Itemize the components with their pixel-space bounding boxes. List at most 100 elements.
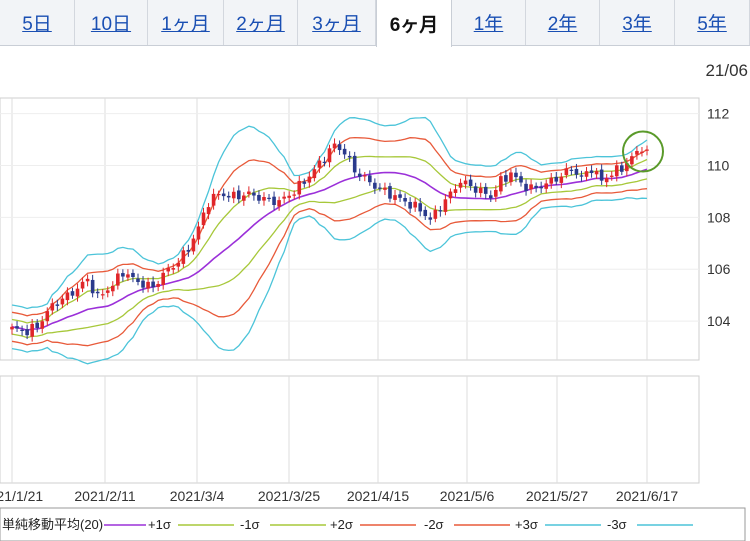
tab-10[interactable]: 5年 xyxy=(675,0,750,45)
candle xyxy=(110,281,115,297)
candle-body xyxy=(60,298,65,305)
candle xyxy=(337,140,342,155)
legend-label: +3σ xyxy=(515,517,538,532)
candle xyxy=(20,325,24,336)
minus-3-sigma-line xyxy=(11,197,648,365)
candle xyxy=(463,176,468,189)
candle-body xyxy=(458,182,463,188)
candle xyxy=(146,277,150,293)
candle xyxy=(75,283,80,302)
legend-label: 単純移動平均(20) xyxy=(2,517,103,532)
legend-label: -1σ xyxy=(240,517,260,532)
legend-label: -2σ xyxy=(424,517,444,532)
x-tick-label: 2021/2/11 xyxy=(74,488,135,504)
candle xyxy=(312,165,317,182)
candle xyxy=(65,287,70,306)
candle-body xyxy=(65,292,70,301)
candle-body xyxy=(509,172,513,183)
tab-8[interactable]: 2年 xyxy=(526,0,600,45)
candle xyxy=(609,171,614,181)
candle xyxy=(569,166,574,176)
candle xyxy=(584,167,589,182)
candle-body xyxy=(539,186,543,189)
minus-2-sigma-line xyxy=(11,188,648,347)
candle xyxy=(181,246,186,268)
tab-7[interactable]: 1年 xyxy=(452,0,526,45)
candle-body xyxy=(604,178,609,183)
candle xyxy=(171,263,176,274)
candle-body xyxy=(554,176,559,182)
candle xyxy=(499,172,503,195)
candle xyxy=(216,190,221,200)
candle-body xyxy=(70,291,75,296)
candle-body xyxy=(15,326,19,329)
tab-4[interactable]: 2ヶ月 xyxy=(224,0,298,45)
plus-3-sigma-line xyxy=(11,116,648,310)
candle-body xyxy=(403,197,407,202)
candle xyxy=(156,280,160,292)
candle-body xyxy=(423,209,428,217)
candle-body xyxy=(357,173,362,177)
candle-body xyxy=(45,311,50,322)
candle xyxy=(231,187,236,204)
candle xyxy=(539,181,543,194)
x-tick-label: 2021/3/4 xyxy=(170,488,225,504)
candle xyxy=(599,164,604,185)
candle-body xyxy=(35,322,39,328)
candle-body xyxy=(645,149,649,151)
tab-6[interactable]: 6ヶ月 xyxy=(376,0,452,47)
candle xyxy=(625,157,629,177)
tab-2[interactable]: 10日 xyxy=(75,0,148,45)
candle-body xyxy=(40,321,45,329)
candle xyxy=(574,163,579,179)
candle-body xyxy=(368,175,372,183)
candle-body xyxy=(50,303,55,311)
candle xyxy=(579,170,584,182)
candle xyxy=(589,165,594,178)
candle-body xyxy=(126,274,130,278)
candle-body xyxy=(352,155,357,173)
candle-body xyxy=(307,176,312,183)
tab-5[interactable]: 3ヶ月 xyxy=(298,0,376,45)
candle xyxy=(368,170,372,186)
candle-body xyxy=(514,172,518,178)
candle-body xyxy=(171,268,176,270)
candle xyxy=(398,190,402,202)
candle xyxy=(282,191,286,204)
tab-3[interactable]: 1ヶ月 xyxy=(148,0,224,45)
candle-body xyxy=(247,191,251,195)
tab-1[interactable]: 5日 xyxy=(0,0,75,45)
candle xyxy=(453,184,458,197)
candle-body xyxy=(599,169,604,181)
candle-body xyxy=(473,186,478,193)
candle-body xyxy=(519,176,523,183)
candle-body xyxy=(191,238,196,252)
candle-body xyxy=(116,273,120,286)
candle-body xyxy=(151,281,155,288)
minus-1-sigma-line xyxy=(11,178,648,339)
tab-9[interactable]: 3年 xyxy=(600,0,675,45)
candle-body xyxy=(630,156,634,165)
candle-body xyxy=(297,180,302,195)
candle-body xyxy=(620,165,624,172)
candle xyxy=(262,192,266,206)
candle-body xyxy=(544,183,549,189)
candle-body xyxy=(131,272,135,277)
candle-body xyxy=(156,283,160,287)
candle xyxy=(418,198,423,217)
candle xyxy=(322,156,327,167)
candle-body xyxy=(110,285,115,292)
candle xyxy=(80,277,85,293)
x-tick-label: 2021/5/6 xyxy=(440,488,495,504)
candle xyxy=(257,190,261,204)
candle xyxy=(277,196,281,211)
candle-body xyxy=(141,280,145,288)
candle xyxy=(161,267,165,290)
candle-body xyxy=(373,182,377,189)
y-tick-label: 110 xyxy=(707,157,730,173)
candle-body xyxy=(317,160,322,168)
candle xyxy=(458,178,463,193)
candle xyxy=(25,324,29,340)
candle xyxy=(438,206,443,217)
candle-body xyxy=(146,281,150,289)
